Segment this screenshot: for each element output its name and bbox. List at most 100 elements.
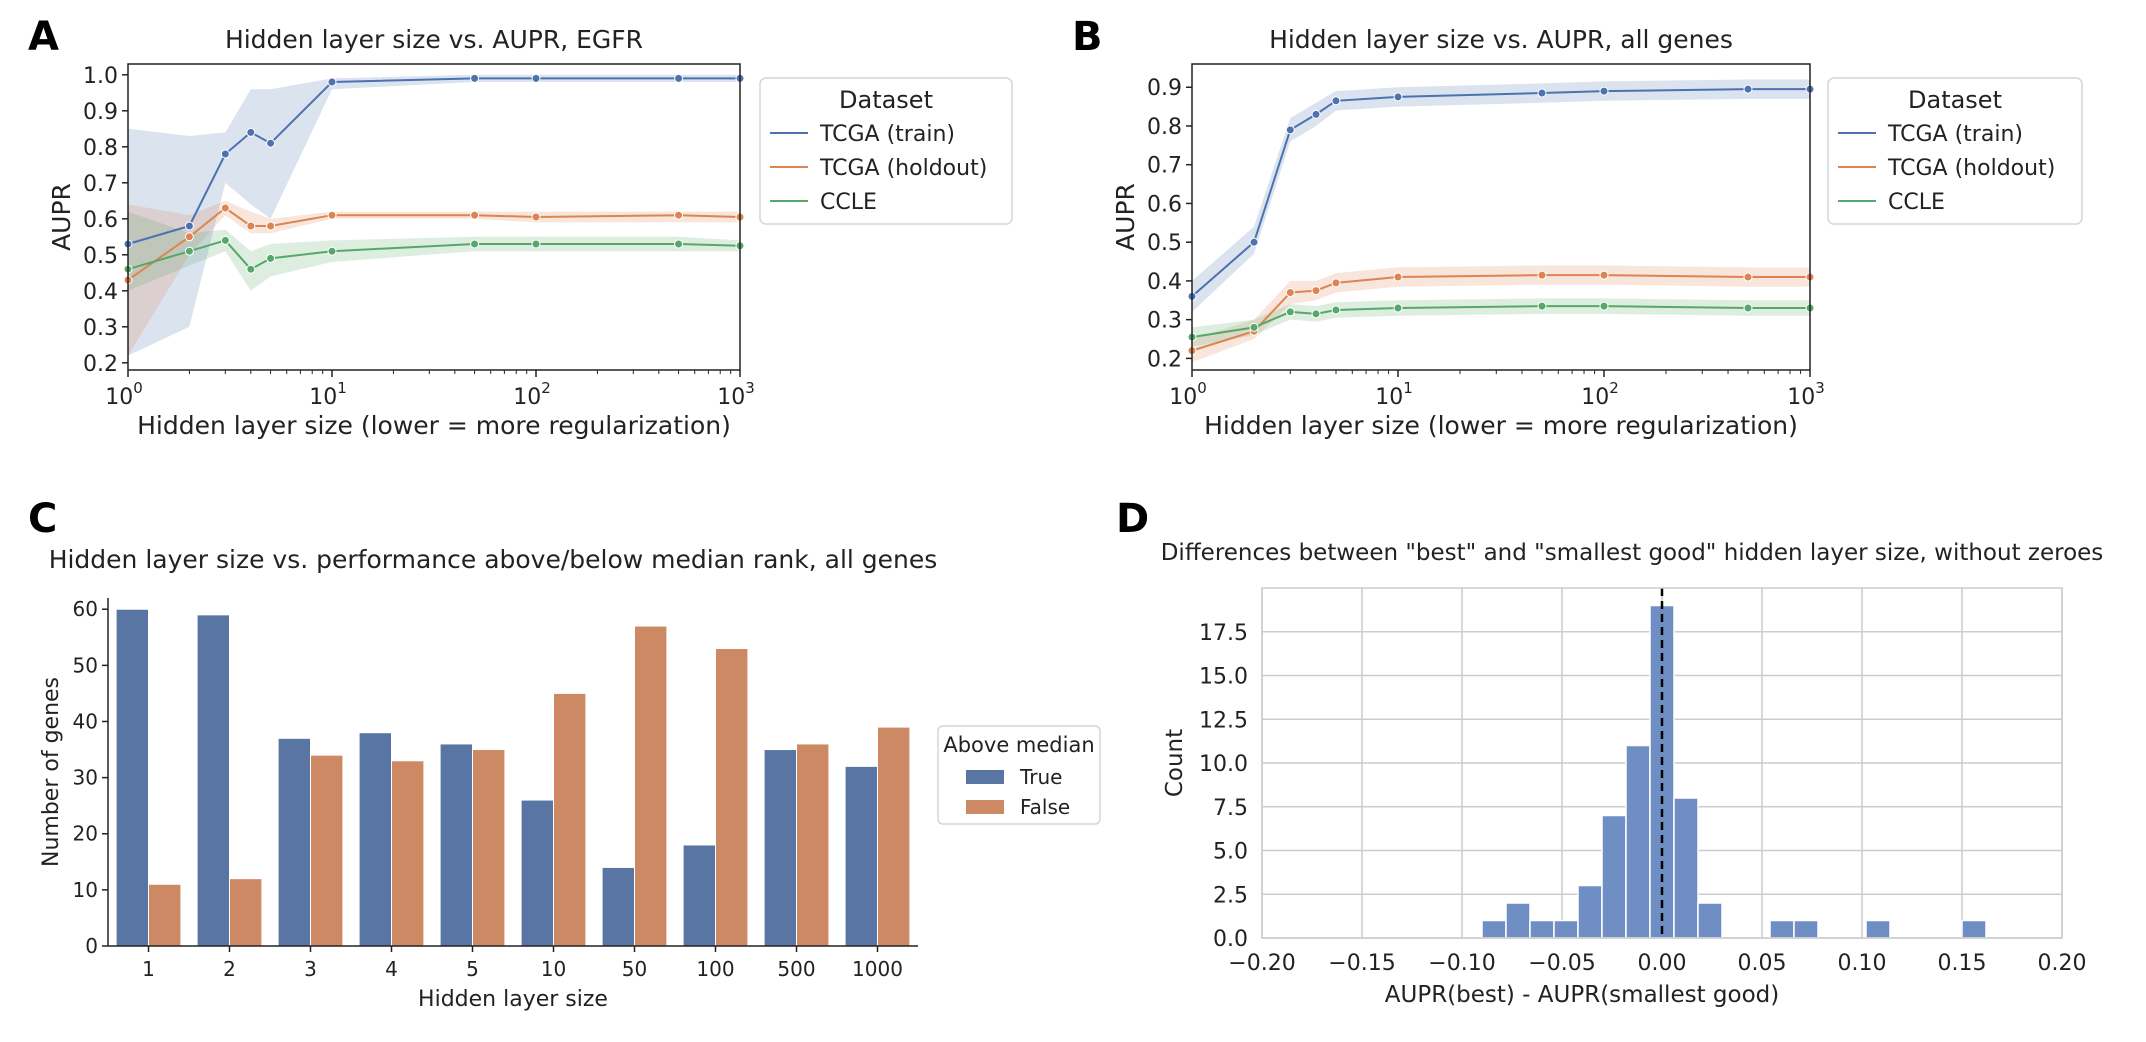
bar-true — [358, 732, 393, 947]
chart-b: Hidden layer size vs. AUPR, all genes 0.2… — [1111, 25, 2083, 440]
data-point — [1743, 303, 1753, 313]
y-tick-label: 40 — [73, 709, 98, 733]
x-tick-label: −0.05 — [1528, 951, 1595, 976]
plot-frame — [1191, 63, 1811, 371]
data-point — [1285, 125, 1295, 135]
y-tick-label: 0.6 — [1147, 192, 1182, 217]
y-tick-label: 50 — [73, 653, 98, 677]
bar-true — [196, 614, 231, 947]
data-point — [184, 246, 194, 256]
data-point — [246, 221, 256, 231]
y-tick-label: 0.8 — [83, 136, 118, 161]
bar-true — [763, 749, 797, 947]
data-point — [1743, 84, 1753, 94]
chart-title: Hidden layer size vs. AUPR, EGFR — [225, 25, 643, 54]
plot-frame — [1261, 587, 2063, 939]
x-tick-exponent: 2 — [1609, 379, 1619, 397]
x-tick-exponent: 1 — [337, 379, 347, 397]
y-tick-label: 0.5 — [1147, 231, 1182, 256]
legend-title: Dataset — [1908, 86, 2002, 114]
x-tick-label: 500 — [777, 957, 815, 981]
data-point — [470, 73, 480, 83]
plot-frame — [127, 63, 741, 371]
data-point — [327, 210, 337, 220]
data-point — [220, 149, 230, 159]
bar-false — [148, 883, 182, 947]
histogram-bar — [1769, 919, 1795, 939]
x-tick-label: 50 — [622, 957, 647, 981]
legend-label: False — [1020, 795, 1070, 819]
y-tick-label: 5.0 — [1213, 840, 1248, 865]
data-point — [1331, 305, 1341, 315]
y-axis-label: Number of genes — [39, 677, 64, 867]
chart-title: Hidden layer size vs. AUPR, all genes — [1269, 25, 1733, 54]
legend-label: CCLE — [820, 190, 877, 215]
y-axis-label: AUPR — [47, 183, 76, 251]
y-tick-label: 2.5 — [1213, 883, 1248, 908]
legend-swatch — [966, 770, 1004, 784]
ci-band-ccle — [128, 211, 740, 291]
y-tick-label: 0.9 — [83, 100, 118, 125]
histogram-bar — [1577, 884, 1603, 939]
x-tick-label: 103 — [717, 379, 755, 410]
bar-true — [844, 765, 878, 947]
ci-band-tcga-train- — [128, 74, 740, 356]
bar-false — [391, 760, 425, 947]
chart-a: Hidden layer size vs. AUPR, EGFR 0.2 0.3 0.… — [47, 25, 1013, 440]
x-tick-label: 1000 — [852, 957, 903, 981]
x-tick-exponent: 3 — [1815, 379, 1825, 397]
y-tick-label: 0.4 — [1147, 270, 1182, 295]
legend-box — [759, 77, 1013, 225]
data-point — [1599, 86, 1609, 96]
bar-false — [310, 754, 344, 947]
series-line — [1191, 88, 1810, 298]
series-line — [127, 77, 740, 245]
data-point — [266, 221, 276, 231]
histogram-bar — [1505, 902, 1531, 939]
data-point — [470, 210, 480, 220]
data-point — [1393, 92, 1403, 102]
data-point — [1537, 270, 1547, 280]
histogram-bar — [1553, 919, 1579, 939]
series-line — [127, 206, 741, 281]
bar-false — [715, 648, 749, 947]
y-tick-label: 17.5 — [1199, 621, 1248, 646]
legend-label: TCGA (holdout) — [819, 156, 987, 181]
x-tick-base: 10 — [309, 385, 337, 410]
y-tick-label: 1.0 — [83, 64, 118, 89]
data-point — [1537, 88, 1547, 98]
legend-label: CCLE — [1888, 190, 1945, 215]
x-axis-label: Hidden layer size (lower = more regulari… — [137, 411, 731, 440]
histogram-bar — [1625, 744, 1651, 939]
y-tick-label: 0.7 — [1147, 154, 1182, 179]
y-tick-label: 7.5 — [1213, 796, 1248, 821]
data-point — [1599, 301, 1609, 311]
data-point — [246, 127, 256, 137]
data-point — [1249, 237, 1259, 247]
data-point — [674, 239, 684, 249]
data-point — [1285, 307, 1295, 317]
series-line — [1191, 305, 1810, 339]
data-point — [1743, 272, 1753, 282]
x-tick-exponent: 0 — [133, 379, 143, 397]
histogram-bar — [1697, 902, 1723, 939]
y-tick-label: 0.2 — [83, 352, 118, 377]
bar-true — [277, 737, 312, 947]
legend-swatch — [966, 800, 1004, 814]
x-tick-label: −0.15 — [1328, 951, 1395, 976]
chart-title: Hidden layer size vs. performance above/… — [49, 545, 938, 574]
data-point — [327, 246, 337, 256]
x-tick-label: 102 — [1581, 379, 1619, 410]
legend-label: TCGA (holdout) — [1887, 156, 2055, 181]
y-tick-label: 0.6 — [83, 208, 118, 233]
y-tick-label: 60 — [73, 597, 98, 621]
y-tick-label: 0 — [85, 934, 98, 958]
y-tick-label: 10.0 — [1199, 752, 1248, 777]
x-tick-exponent: 3 — [745, 379, 755, 397]
x-tick-label: 0.10 — [1838, 951, 1887, 976]
x-tick-exponent: 0 — [1197, 379, 1207, 397]
panel-letter-b: B — [1072, 14, 1103, 60]
data-point — [1331, 278, 1341, 288]
data-point — [327, 77, 337, 87]
